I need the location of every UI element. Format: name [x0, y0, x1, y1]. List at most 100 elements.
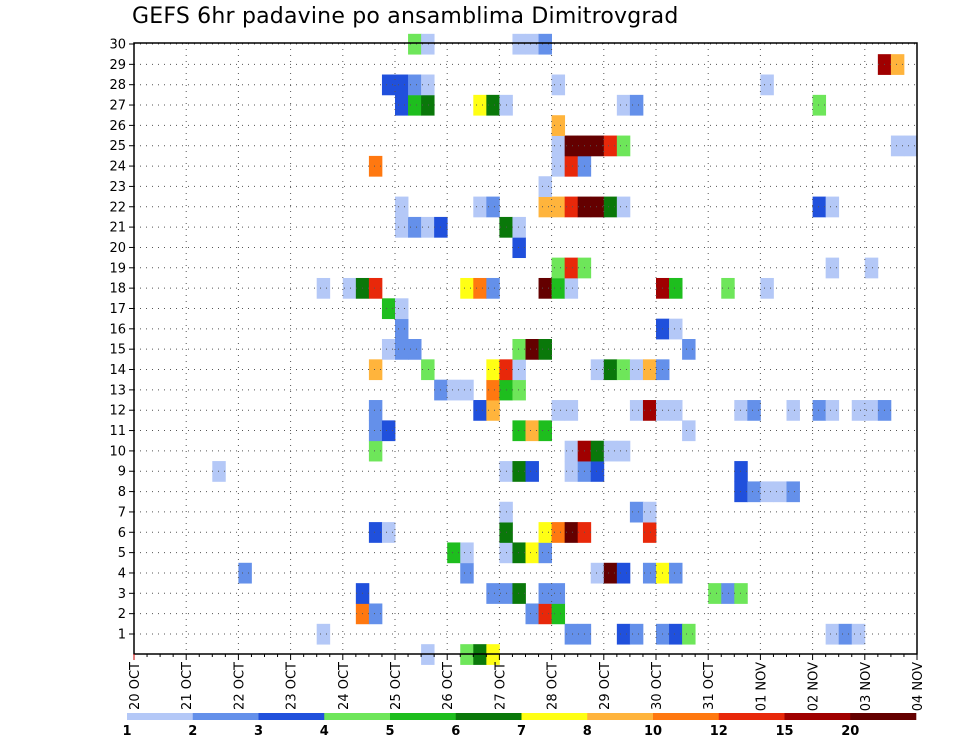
heatmap-cell — [381, 298, 396, 320]
heatmap-cell — [316, 623, 331, 645]
heatmap-cell — [512, 359, 526, 381]
heatmap-cell — [486, 277, 500, 299]
heatmap-cell — [538, 176, 552, 197]
x-tick-label: 02 NOV — [807, 662, 822, 711]
colorbar-swatch — [455, 713, 522, 720]
colorbar-swatch — [850, 713, 917, 720]
heatmap-cell — [616, 623, 631, 645]
heatmap-cell — [564, 196, 579, 218]
heatmap-cell — [447, 542, 461, 564]
y-tick-label: 20 — [109, 241, 126, 256]
heatmap-cell — [629, 400, 644, 421]
heatmap-cell — [408, 94, 422, 116]
heatmap-cell — [512, 420, 526, 442]
heatmap-cell — [669, 400, 683, 421]
y-tick-label: 12 — [109, 404, 126, 419]
heatmap-cell — [525, 542, 539, 564]
heatmap-cell — [734, 400, 748, 421]
heatmap-cell — [734, 461, 748, 482]
heatmap-cell — [408, 216, 422, 238]
heatmap-cell — [890, 135, 905, 157]
heatmap-cell — [825, 196, 840, 218]
y-tick-label: 2 — [118, 607, 126, 622]
heatmap-cell — [316, 277, 331, 299]
heatmap-cell — [538, 196, 552, 218]
cells-layer — [212, 33, 918, 665]
colorbar-label: 7 — [517, 724, 526, 739]
y-tick-label: 30 — [109, 38, 126, 53]
heatmap-cell — [538, 603, 552, 625]
heatmap-cell — [786, 481, 800, 503]
heatmap-cell — [421, 94, 435, 116]
heatmap-cell — [538, 339, 552, 360]
colorbar-swatch — [521, 713, 588, 720]
heatmap-cell — [812, 94, 827, 116]
heatmap-cell — [421, 359, 435, 381]
colorbar-swatch — [784, 713, 851, 720]
heatmap-cell — [551, 135, 566, 157]
colorbar-swatch — [127, 713, 194, 720]
heatmap-cell — [551, 74, 566, 96]
heatmap-cell — [760, 74, 774, 96]
heatmap-cell — [460, 379, 474, 401]
heatmap-cell — [447, 379, 461, 401]
heatmap-cell — [473, 196, 487, 218]
heatmap-cell — [642, 501, 657, 523]
heatmap-cell — [551, 115, 566, 136]
heatmap-cell — [669, 562, 683, 584]
heatmap-cell — [564, 440, 579, 462]
x-tick-label: 27 OCT — [493, 662, 508, 710]
x-tick-label: 26 OCT — [441, 662, 456, 710]
heatmap-cell — [395, 94, 409, 116]
heatmap-cell — [512, 216, 526, 238]
x-tick-label: 03 NOV — [859, 662, 874, 711]
heatmap-cell — [538, 277, 552, 299]
heatmap-cell — [525, 339, 539, 360]
heatmap-cell — [551, 257, 566, 279]
heatmap-cell — [512, 583, 526, 604]
heatmap-cell — [590, 461, 605, 482]
heatmap-cell — [760, 481, 774, 503]
colorbar-label: 20 — [841, 724, 859, 739]
colorbar-swatch — [390, 713, 457, 720]
heatmap-cell — [381, 339, 396, 360]
chart-title: GEFS 6hr padavine po ansamblima Dimitrov… — [132, 4, 679, 29]
heatmap-cell — [851, 623, 866, 645]
heatmap-cell — [486, 400, 500, 421]
heatmap-cell — [381, 420, 396, 442]
heatmap-cell — [551, 400, 566, 421]
heatmap-cell — [460, 562, 474, 584]
colorbar-swatch — [258, 713, 325, 720]
y-tick-label: 19 — [109, 261, 126, 276]
x-tick-label: 25 OCT — [389, 662, 404, 710]
heatmap-cell — [590, 196, 605, 218]
heatmap-cell — [473, 400, 487, 421]
heatmap-cell — [786, 400, 800, 421]
heatmap-cell — [603, 562, 618, 584]
colorbar-label: 4 — [320, 724, 329, 739]
y-tick-label: 4 — [118, 566, 126, 581]
heatmap-cell — [512, 379, 526, 401]
heatmap-cell — [629, 94, 644, 116]
colorbar-label: 15 — [775, 724, 793, 739]
heatmap-cell — [368, 359, 383, 381]
heatmap-cell — [773, 481, 787, 503]
heatmap-cell — [460, 542, 474, 564]
heatmap-cell — [525, 33, 539, 55]
axes-layer: 1234567891011121314151617181920212223242… — [109, 38, 926, 712]
heatmap-cell — [564, 135, 579, 157]
y-tick-label: 22 — [109, 200, 126, 215]
heatmap-cell — [421, 216, 435, 238]
heatmap-cell — [473, 94, 487, 116]
heatmap-cell — [838, 623, 853, 645]
heatmap-cell — [616, 196, 631, 218]
heatmap-cell — [903, 135, 918, 157]
y-tick-label: 18 — [109, 282, 126, 297]
heatmap-cell — [851, 400, 866, 421]
y-tick-label: 13 — [109, 383, 126, 398]
heatmap-cell — [551, 603, 566, 625]
heatmap-cell — [381, 522, 396, 543]
heatmap-cell — [512, 461, 526, 482]
colorbar-swatch — [587, 713, 654, 720]
